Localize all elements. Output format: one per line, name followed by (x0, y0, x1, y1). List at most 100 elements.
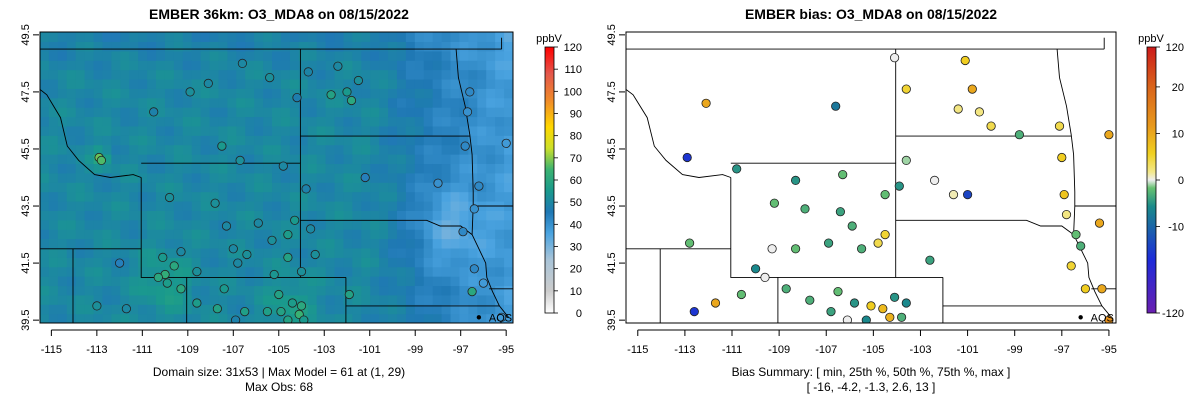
left-site-marker (153, 272, 163, 282)
left-field-cell (504, 163, 513, 174)
left-field-cell (432, 200, 443, 211)
left-field-cell (209, 219, 220, 230)
left-field-cell (450, 238, 461, 249)
left-field-cell (156, 78, 166, 89)
left-field-cell (191, 41, 202, 52)
left-field-cell (289, 41, 300, 52)
left-field-cell (218, 191, 229, 202)
left-field-cell (138, 41, 148, 52)
left-field-cell (477, 88, 487, 99)
left-field-cell (93, 116, 104, 127)
left-field-cell (191, 97, 202, 108)
left-field-cell (325, 229, 336, 240)
left-field-cell (200, 135, 211, 146)
left-field-cell (289, 144, 300, 155)
left-field-cell (325, 125, 336, 136)
left-field-cell (191, 163, 202, 174)
left-field-cell (289, 135, 300, 146)
left-field-cell (245, 163, 255, 174)
left-field-cell (298, 50, 309, 61)
left-field-cell (120, 60, 130, 71)
left-field-cell (432, 210, 443, 221)
left-field-cell (361, 210, 371, 221)
left-field-cell (396, 41, 407, 52)
left-field-cell (450, 257, 461, 268)
left-field-cell (66, 163, 77, 174)
left-field-cell (379, 135, 389, 146)
left-field-cell (120, 182, 130, 193)
left-field-cell (343, 116, 353, 127)
left-field-cell (334, 304, 345, 315)
left-field-cell (263, 163, 273, 174)
left-field-cell (325, 210, 336, 221)
left-field-cell (388, 97, 398, 108)
left-field-cell (129, 172, 139, 183)
left-field-cell (316, 69, 327, 80)
left-field-cell (120, 210, 130, 221)
left-field-cell (414, 144, 425, 155)
left-field-cell (495, 50, 505, 61)
left-field-cell (102, 88, 112, 99)
left-field-cell (218, 200, 229, 211)
left-field-cell (477, 69, 487, 80)
left-field-cell (84, 50, 95, 61)
left-field-cell (468, 219, 478, 230)
left-field-cell (218, 210, 229, 221)
left-field-cell (111, 41, 121, 52)
left-field-cell (84, 210, 95, 221)
left-field-cell (486, 50, 496, 61)
left-field-cell (75, 219, 86, 230)
left-field-cell (245, 191, 255, 202)
left-field-cell (138, 144, 148, 155)
left-field-cell (289, 182, 300, 193)
left-field-cell (468, 238, 478, 249)
left-site-marker (242, 249, 252, 260)
left-field-cell (272, 78, 282, 89)
left-field-cell (486, 60, 496, 71)
left-field-cell (218, 304, 229, 315)
left-field-cell (334, 107, 345, 118)
left-field-cell (307, 229, 318, 240)
left-field-cell (57, 172, 68, 183)
left-field-cell (316, 257, 327, 268)
left-field-cell (504, 116, 513, 127)
left-field-cell (164, 144, 175, 155)
left-field-cell (164, 41, 175, 52)
left-field-cell (289, 78, 300, 89)
left-field-cell (405, 163, 416, 174)
left-field-cell (450, 88, 461, 99)
left-field-cell (343, 144, 353, 155)
left-site-marker (333, 61, 343, 71)
left-colorbar-tick-label: 20 (570, 264, 582, 276)
left-field-cell (66, 78, 77, 89)
left-field-cell (486, 294, 496, 305)
left-field-cell (504, 144, 513, 155)
left-field-cell (209, 210, 220, 221)
left-field-cell (477, 50, 487, 61)
left-field-cell (450, 200, 461, 211)
left-field-cell (147, 116, 157, 127)
left-field-cell (129, 276, 139, 287)
left-field-cell (120, 125, 130, 136)
left-field-cell (504, 229, 513, 240)
left-field-cell (504, 107, 513, 118)
left-field-cell (486, 238, 496, 249)
left-field-cell (227, 69, 237, 80)
left-field-cell (120, 229, 130, 240)
right-site-marker (732, 164, 742, 174)
left-field-cell (182, 135, 193, 146)
left-field-cell (379, 182, 389, 193)
left-field-cell (236, 144, 246, 155)
left-field-cell (316, 219, 327, 230)
left-field-cell (298, 294, 309, 305)
left-field-cell (129, 219, 139, 230)
right-state-border (942, 277, 1102, 307)
left-field-cell (40, 219, 50, 230)
left-field-cell (66, 210, 77, 221)
left-field-cell (289, 313, 300, 323)
left-field-cell (254, 247, 264, 258)
left-field-cell (316, 78, 327, 89)
left-field-cell (423, 88, 434, 99)
left-field-cell (75, 229, 86, 240)
left-field-cell (325, 266, 336, 277)
